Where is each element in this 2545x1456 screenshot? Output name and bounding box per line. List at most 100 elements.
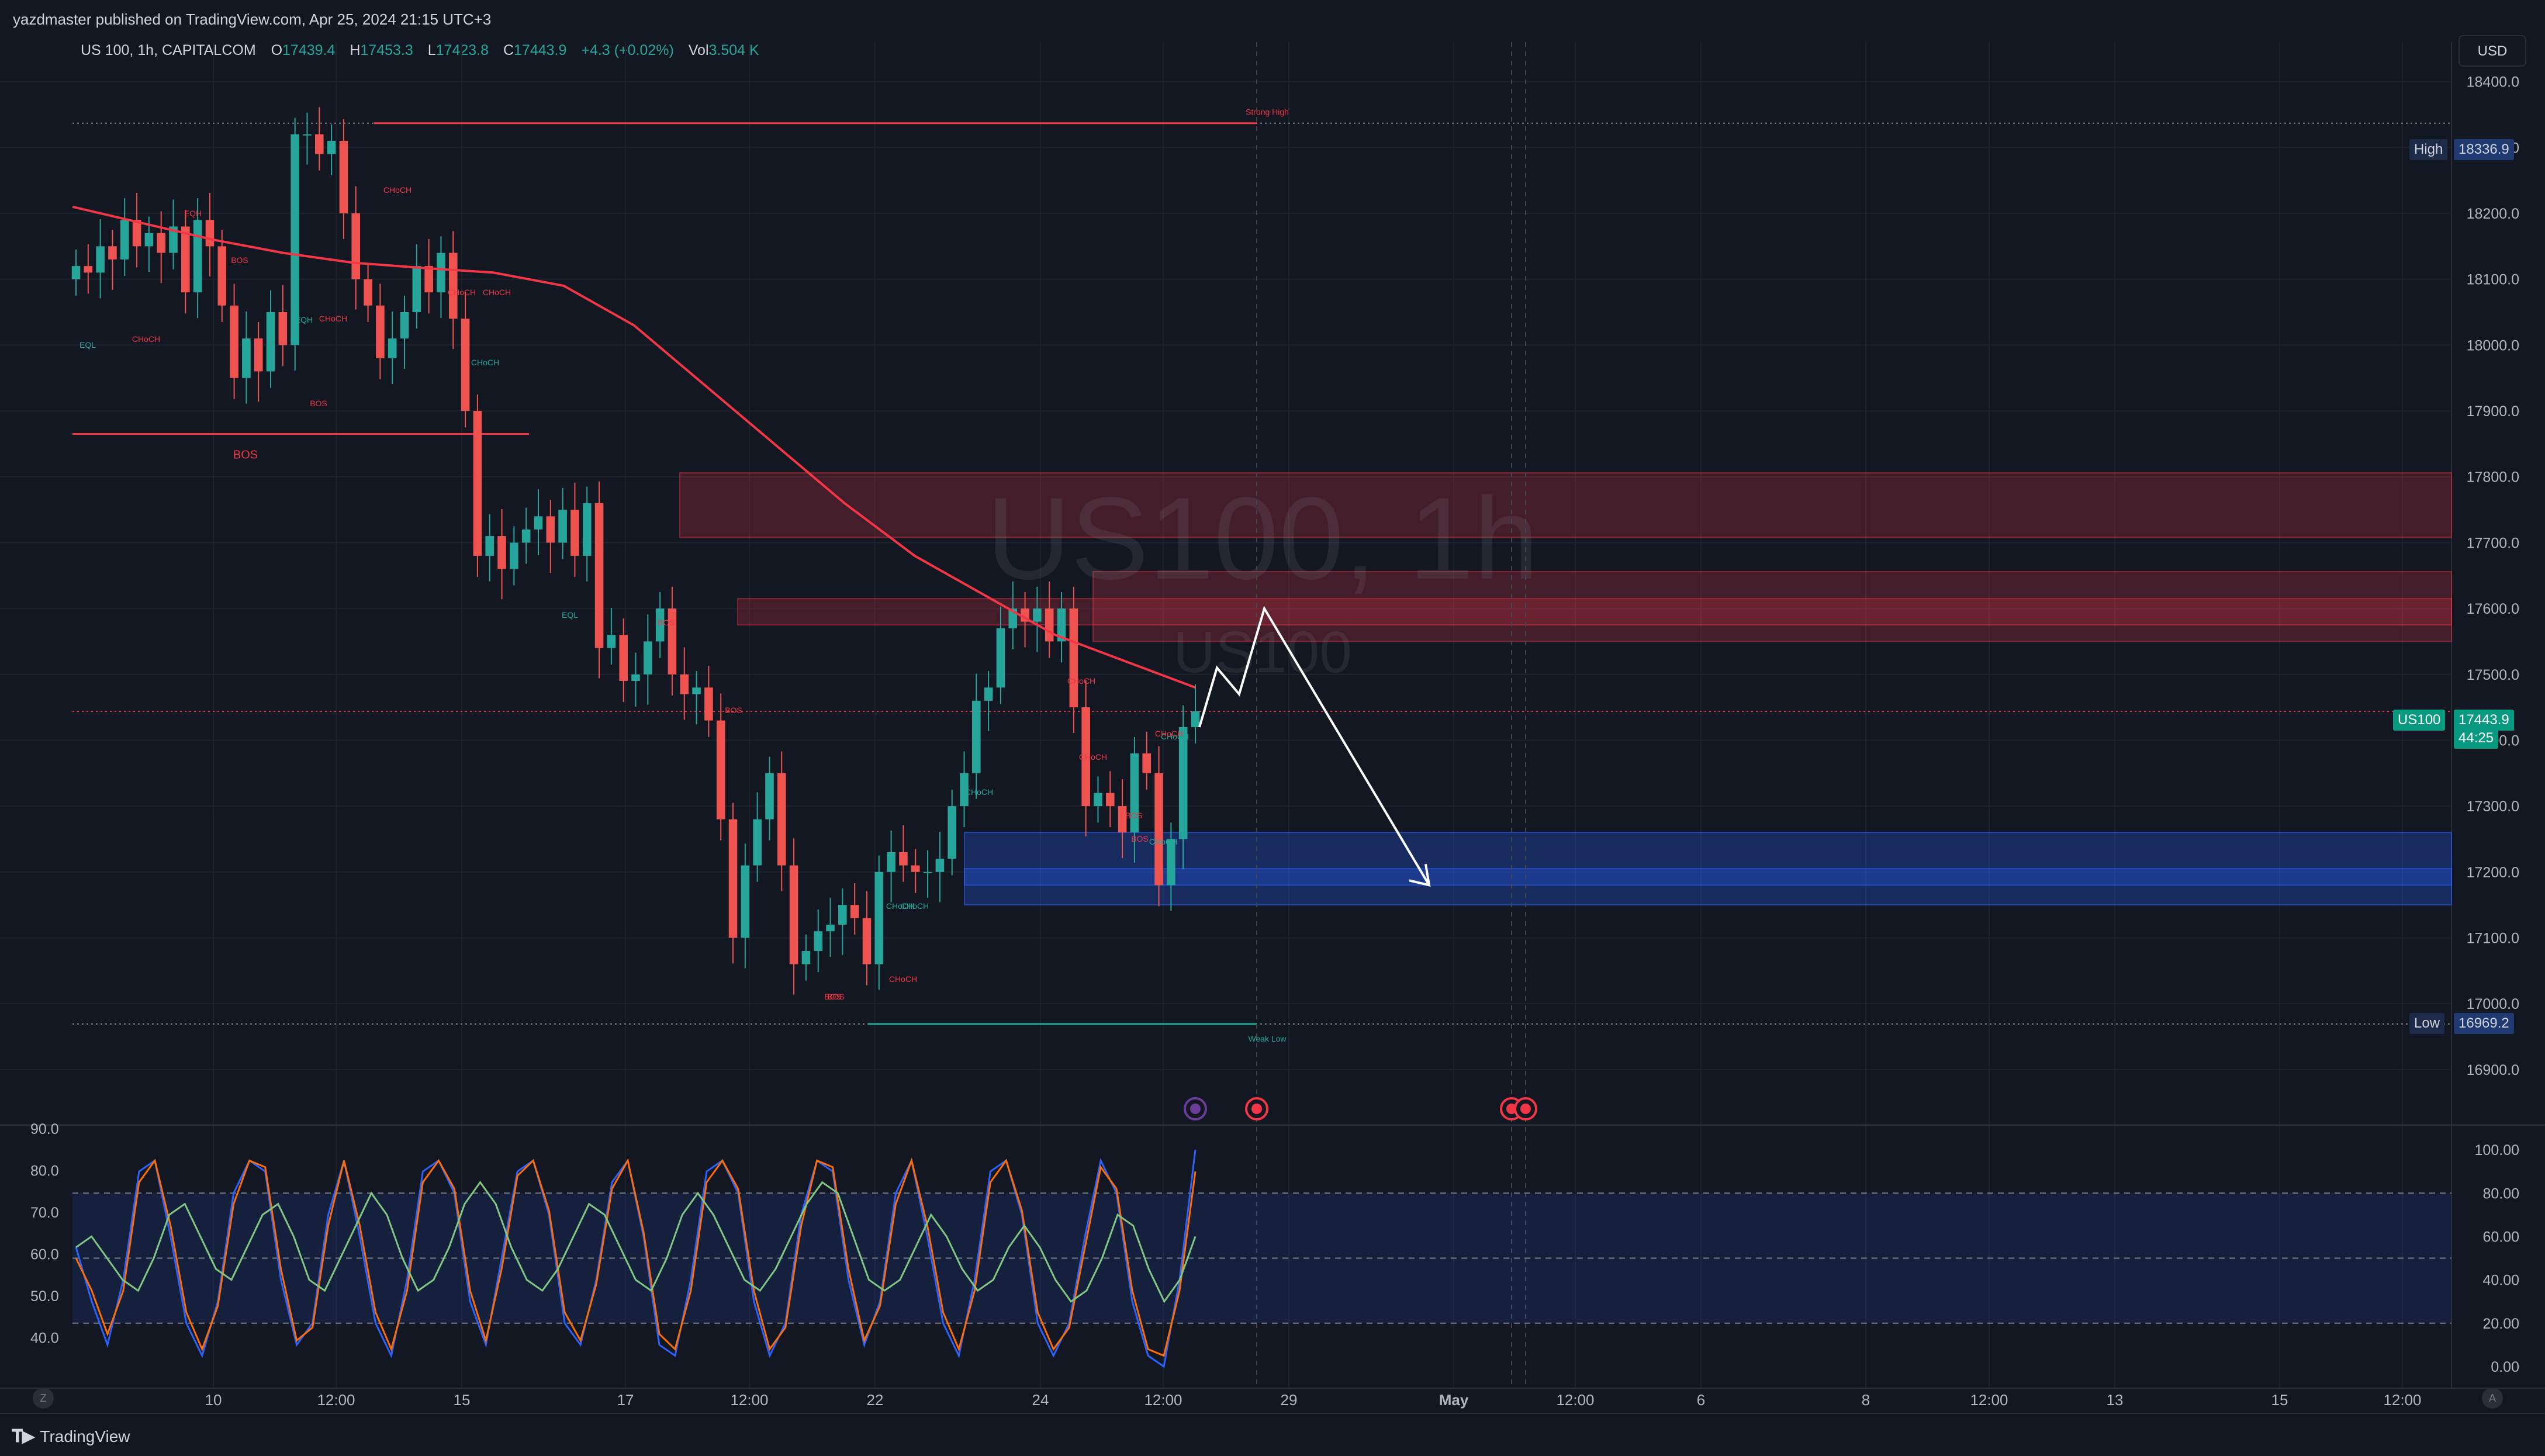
price-series bbox=[71, 107, 1200, 995]
key-levels: Strong High Weak Low BOS bbox=[72, 42, 2451, 1388]
zoom-scale-button[interactable]: Z bbox=[33, 1388, 54, 1409]
watermark-subtitle: US100 bbox=[1173, 620, 1352, 685]
candle-body bbox=[96, 246, 105, 273]
candle-body bbox=[935, 859, 945, 872]
time-tick-label: 10 bbox=[205, 1391, 222, 1409]
candle-body bbox=[960, 773, 969, 807]
candle-body bbox=[692, 687, 701, 694]
candle-body bbox=[716, 720, 725, 819]
structure-label: CHoCH bbox=[471, 358, 499, 367]
structure-label: CHoCH bbox=[132, 334, 160, 344]
candle-body bbox=[1154, 773, 1163, 886]
candle-body bbox=[594, 503, 604, 648]
osc-tick-label: 60.00 bbox=[2482, 1229, 2519, 1245]
structure-label: CHoCH bbox=[383, 185, 412, 195]
low-label: L bbox=[427, 42, 436, 58]
price-tick-label: 17000.0 bbox=[2467, 996, 2519, 1012]
price-tick-label: 17600.0 bbox=[2467, 601, 2519, 617]
candle-body bbox=[521, 529, 531, 543]
time-tick-label: 24 bbox=[1032, 1391, 1049, 1409]
candle-body bbox=[315, 134, 324, 154]
structure-label: BOS bbox=[824, 992, 842, 1001]
candle-body bbox=[120, 220, 129, 260]
price-tick-label: 17200.0 bbox=[2467, 864, 2519, 881]
candle-body bbox=[327, 141, 336, 154]
candle-body bbox=[680, 674, 689, 694]
candle-body bbox=[1142, 753, 1152, 773]
osc-tick-label: 0.00 bbox=[2491, 1359, 2519, 1375]
candle-body bbox=[972, 700, 981, 773]
symbol-description[interactable]: US 100, 1h, CAPITALCOM bbox=[81, 42, 256, 58]
candle-body bbox=[570, 510, 579, 556]
currency-button[interactable]: USD bbox=[2458, 35, 2526, 67]
candle-body bbox=[631, 674, 640, 682]
candle-body bbox=[424, 266, 433, 293]
osc-left-tick-label: 40.0 bbox=[30, 1330, 59, 1347]
candle-body bbox=[1130, 753, 1139, 833]
price-tick-label: 18100.0 bbox=[2467, 272, 2519, 288]
last-price-symbol-tag: US100 bbox=[2393, 710, 2446, 731]
candle-body bbox=[205, 220, 215, 247]
candle-body bbox=[351, 213, 361, 279]
auto-scale-button[interactable]: A bbox=[2482, 1388, 2503, 1409]
event-markers bbox=[1184, 1097, 1537, 1120]
candle-body bbox=[1167, 839, 1175, 886]
structure-label: CHoCH bbox=[1155, 729, 1183, 738]
candle-body bbox=[339, 141, 348, 213]
time-tick-label: 12:00 bbox=[1970, 1391, 2008, 1409]
bar-countdown-tag: 44:25 bbox=[2454, 728, 2499, 749]
event-flag-dot bbox=[1251, 1104, 1262, 1114]
chart-canvas[interactable]: US100, 1h US100 Strong High Weak Low BOS E… bbox=[0, 0, 2545, 1413]
osc-tick-label: 40.00 bbox=[2482, 1272, 2519, 1289]
close-label: C bbox=[503, 42, 514, 58]
high-label: H bbox=[350, 42, 361, 58]
price-tick-label: 16900.0 bbox=[2467, 1062, 2519, 1078]
event-flag-dot bbox=[1506, 1104, 1517, 1114]
candle-body bbox=[242, 338, 251, 378]
price-tick-label: 17800.0 bbox=[2467, 469, 2519, 486]
time-tick-label: 12:00 bbox=[1556, 1391, 1594, 1409]
open-value: 17439.4 bbox=[282, 42, 336, 58]
candle-body bbox=[1094, 793, 1102, 807]
time-tick-label: 12:00 bbox=[317, 1391, 355, 1409]
candle-body bbox=[388, 338, 397, 358]
candle-body bbox=[777, 773, 786, 866]
candle-body bbox=[862, 918, 872, 964]
zone-demand bbox=[964, 868, 2452, 886]
time-tick-label: 6 bbox=[1697, 1391, 1705, 1409]
candle-body bbox=[996, 628, 1005, 688]
low-label-tag: Low bbox=[2409, 1013, 2445, 1034]
time-tick-label: 15 bbox=[454, 1391, 471, 1409]
brand[interactable]: 𝐓▶ TradingView bbox=[12, 1426, 130, 1447]
candle-body bbox=[655, 608, 665, 642]
candle-body bbox=[1178, 727, 1188, 839]
candle-body bbox=[217, 246, 227, 306]
structure-label: CHoCH bbox=[1079, 752, 1107, 762]
volume-value: 3.504 K bbox=[708, 42, 759, 58]
candle-body bbox=[704, 687, 713, 721]
osc-left-tick-label: 60.0 bbox=[30, 1247, 59, 1263]
candle-body bbox=[789, 865, 798, 964]
osc-tick-label: 100.00 bbox=[2475, 1142, 2519, 1158]
strong-high-label: Strong High bbox=[1246, 108, 1289, 117]
structure-label: CHoCH bbox=[448, 288, 476, 297]
time-tick-label: 12:00 bbox=[730, 1391, 768, 1409]
candle-body bbox=[1191, 711, 1200, 727]
candle-body bbox=[546, 516, 555, 543]
structure-label: CHoCH bbox=[1161, 732, 1189, 741]
osc-tick-label: 80.00 bbox=[2482, 1185, 2519, 1202]
osc-left-tick-label: 90.0 bbox=[30, 1121, 59, 1137]
price-tick-label: 17300.0 bbox=[2467, 798, 2519, 815]
candle-body bbox=[728, 819, 738, 938]
candle-body bbox=[753, 819, 762, 866]
price-tick-label: 17700.0 bbox=[2467, 535, 2519, 551]
watermark-title: US100, 1h bbox=[986, 473, 1538, 604]
candle-body bbox=[801, 951, 811, 964]
structure-label: CHoCH bbox=[319, 314, 347, 323]
candle-body bbox=[558, 510, 567, 543]
candle-body bbox=[181, 226, 190, 293]
candle-body bbox=[741, 865, 750, 938]
high-value: 17453.3 bbox=[360, 42, 413, 58]
structure-label: EQH bbox=[184, 209, 202, 218]
